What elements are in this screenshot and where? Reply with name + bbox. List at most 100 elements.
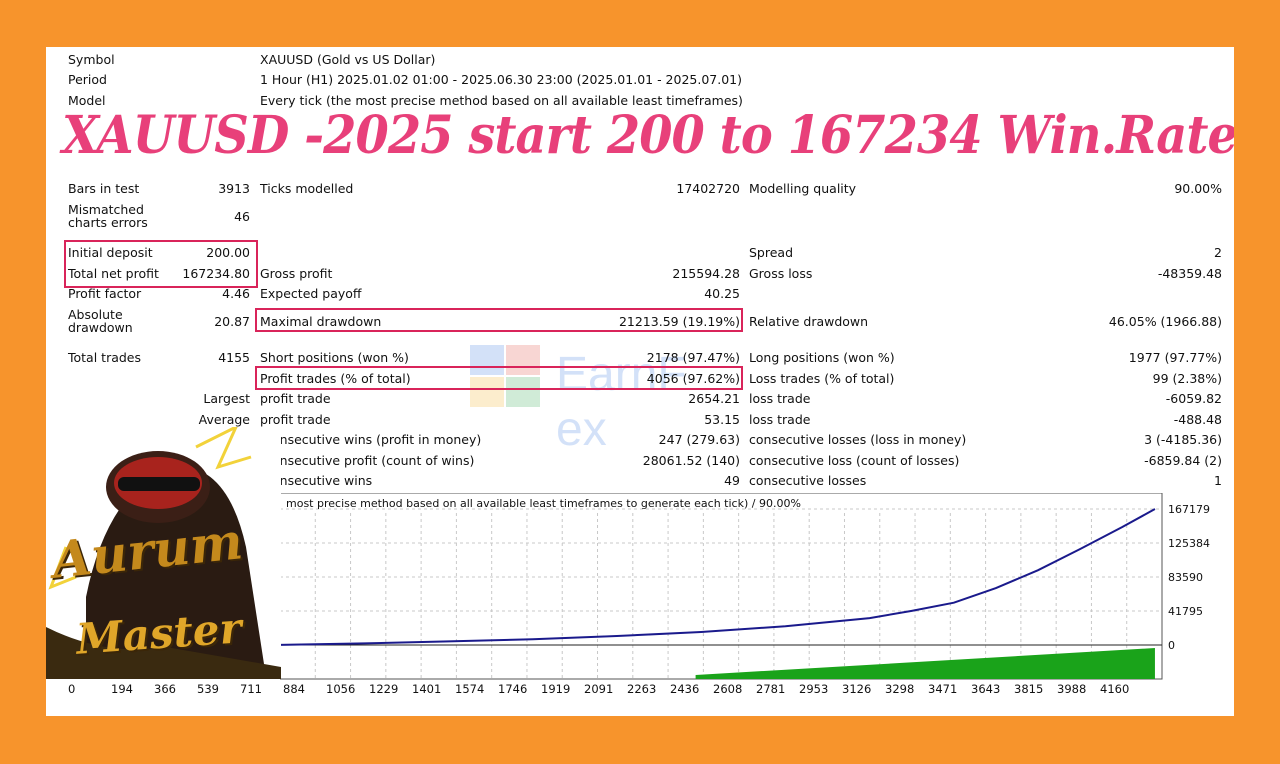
y-tick-label: 167179 [1168, 503, 1210, 516]
reldd-label: Relative drawdown [749, 314, 869, 329]
bars-label: Bars in test [68, 181, 140, 196]
deposit-value: 200.00 [206, 245, 250, 260]
x-tick-label: 3815 [1014, 682, 1044, 696]
trades-label: Total trades [68, 350, 142, 365]
x-tick-label: 2436 [670, 682, 700, 696]
grossloss-label: Gross loss [749, 266, 813, 281]
x-tick-label: 1574 [455, 682, 485, 696]
highlight-maxdd [255, 308, 743, 332]
grossprofit-value: 215594.28 [672, 266, 740, 281]
model-value: Every tick (the most precise method base… [260, 93, 743, 108]
ltrades-value: 99 (2.38%) [1152, 371, 1222, 386]
volume-area [695, 648, 1155, 679]
x-tick-label: 2263 [627, 682, 657, 696]
highlight-deposit-netprofit [64, 240, 258, 288]
report-panel: Symbol XAUUSD (Gold vs US Dollar) Period… [46, 47, 1234, 716]
quality-value: 90.00% [1174, 181, 1222, 196]
cw-value: 247 (279.63) [658, 432, 740, 447]
watermark-logo: EarnF ex [460, 341, 730, 456]
balance-line [280, 508, 1156, 646]
quality-label: Modelling quality [749, 181, 857, 196]
model-label: Model [68, 93, 106, 108]
cp-value: 28061.52 (140) [642, 453, 740, 468]
x-tick-label: 366 [154, 682, 176, 696]
average-lt-label: loss trade [749, 412, 811, 427]
short-label: Short positions (won %) [260, 350, 409, 365]
cp-label: onsecutive profit (count of wins) [272, 453, 475, 468]
period-label: Period [68, 72, 107, 87]
x-tick-label: 3988 [1057, 682, 1087, 696]
mismatch-label-2: charts errors [68, 215, 148, 230]
deposit-label: Initial deposit [68, 245, 153, 260]
x-tick-label: 884 [283, 682, 305, 696]
netprofit-label: Total net profit [68, 266, 159, 281]
grossprofit-label: Gross profit [260, 266, 333, 281]
x-tick-label: 0 [68, 682, 76, 696]
ptrades-label: Profit trades (% of total) [260, 371, 411, 386]
cwc-label: onsecutive wins [272, 473, 373, 488]
ltrades-label: Loss trades (% of total) [749, 371, 895, 386]
cwc-value: 49 [724, 473, 740, 488]
x-tick-label: 4160 [1100, 682, 1130, 696]
character-illustration [46, 427, 281, 679]
absdd-label-1: Absolute [68, 307, 123, 322]
largest-pt-value: 2654.21 [688, 391, 740, 406]
symbol-value: XAUUSD (Gold vs US Dollar) [260, 52, 436, 67]
cl-value: 3 (-4185.36) [1144, 432, 1222, 447]
ptrades-value: 4056 (97.62%) [646, 371, 740, 386]
short-value: 2178 (97.47%) [646, 350, 740, 365]
aurum-master-logo: Aurum Master [46, 427, 281, 679]
ticks-value: 17402720 [676, 181, 740, 196]
absdd-label-2: drawdown [68, 320, 133, 335]
x-tick-label: 2953 [799, 682, 829, 696]
largest-label: Largest [203, 391, 250, 406]
x-tick-label: 3643 [971, 682, 1001, 696]
y-tick-label: 41795 [1168, 605, 1203, 618]
ticks-label: Ticks modelled [260, 181, 354, 196]
trades-value: 4155 [218, 350, 250, 365]
spread-label: Spread [749, 245, 794, 260]
average-pt-label: profit trade [260, 412, 331, 427]
balance-chart: most precise method based on all availab… [280, 493, 1210, 680]
average-label: Average [198, 412, 250, 427]
netprofit-value: 167234.80 [182, 266, 250, 281]
largest-pt-label: profit trade [260, 391, 331, 406]
clcc-label: consecutive losses [749, 473, 867, 488]
cl-label: consecutive losses (loss in money) [749, 432, 967, 447]
x-tick-label: 2781 [756, 682, 786, 696]
reldd-value: 46.05% (1966.88) [1108, 314, 1222, 329]
x-tick-label: 2091 [584, 682, 614, 696]
headline-banner: XAUUSD -2025 start 200 to 167234 Win.Rat… [62, 105, 1234, 166]
pf-value: 4.46 [222, 286, 250, 301]
largest-lt-label: loss trade [749, 391, 811, 406]
x-tick-label: 1229 [369, 682, 399, 696]
x-tick-label: 711 [240, 682, 262, 696]
absdd-value: 20.87 [214, 314, 250, 329]
period-value: 1 Hour (H1) 2025.01.02 01:00 - 2025.06.3… [260, 72, 743, 87]
x-tick-label: 3126 [842, 682, 872, 696]
watermark-text: EarnF ex [556, 348, 687, 456]
average-lt-value: -488.48 [1173, 412, 1222, 427]
long-label: Long positions (won %) [749, 350, 895, 365]
grossloss-value: -48359.48 [1157, 266, 1222, 281]
watermark-icon [470, 345, 540, 407]
clcc-value: 1 [1214, 473, 1222, 488]
x-tick-label: 2608 [713, 682, 743, 696]
mismatch-value: 46 [234, 209, 250, 224]
mismatch-label-1: Mismatched [68, 202, 144, 217]
y-tick-label: 83590 [1168, 571, 1203, 584]
y-tick-label: 0 [1168, 639, 1175, 652]
x-tick-label: 1919 [541, 682, 571, 696]
maxdd-value: 21213.59 (19.19%) [618, 314, 740, 329]
x-tick-label: 1401 [412, 682, 442, 696]
x-tick-label: 1746 [498, 682, 528, 696]
payoff-label: Expected payoff [260, 286, 362, 301]
clc-label: consecutive loss (count of losses) [749, 453, 960, 468]
y-tick-label: 125384 [1168, 537, 1210, 550]
x-tick-label: 539 [197, 682, 219, 696]
highlight-profit-trades [255, 366, 743, 390]
x-tick-label: 194 [111, 682, 133, 696]
pf-label: Profit factor [68, 286, 142, 301]
largest-lt-value: -6059.82 [1165, 391, 1222, 406]
bars-value: 3913 [218, 181, 250, 196]
